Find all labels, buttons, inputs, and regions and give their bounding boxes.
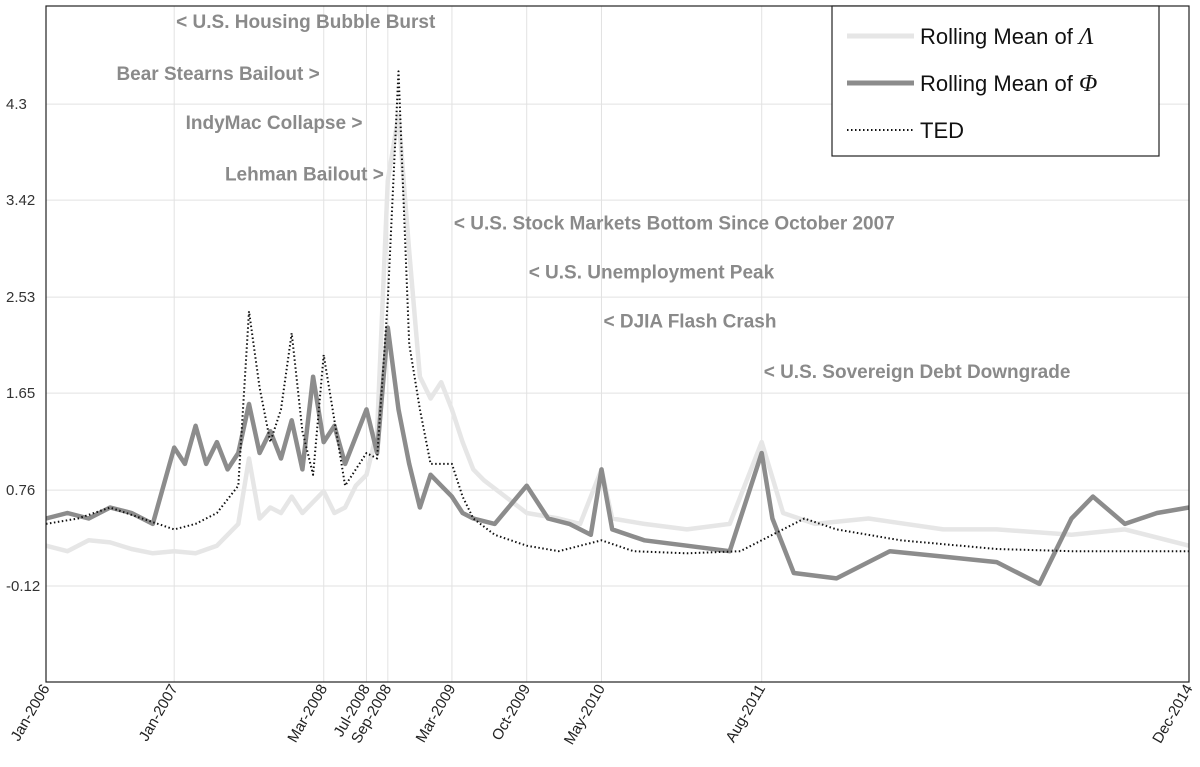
series-line-2 — [45, 70, 1189, 555]
y-tick-label: 3.42 — [6, 192, 35, 209]
series-line-0 — [45, 112, 1190, 556]
x-tick-label: Dec-2014 — [1149, 682, 1196, 747]
y-axis: -0.12 0.76 1.65 2.53 3.42 4.3 — [6, 96, 40, 595]
y-tick-label: 4.3 — [6, 96, 27, 113]
event-annotation: IndyMac Collapse > — [186, 113, 363, 134]
x-tick-label: Oct-2009 — [489, 682, 535, 744]
x-tick-label: Jan-2007 — [136, 682, 182, 745]
legend-label-0: Rolling Mean of Λ — [920, 24, 1094, 50]
legend-label-1: Rolling Mean of Φ — [920, 71, 1097, 97]
event-annotation: Bear Stearns Bailout > — [116, 64, 319, 85]
y-tick-label: 2.53 — [6, 289, 35, 306]
grid — [45, 6, 1190, 682]
y-tick-label: -0.12 — [6, 578, 40, 595]
event-annotation: < U.S. Housing Bubble Burst — [176, 12, 436, 33]
x-tick-label: May-2010 — [561, 682, 609, 748]
event-annotation: < U.S. Unemployment Peak — [529, 263, 775, 284]
event-annotation: < DJIA Flash Crash — [603, 312, 776, 333]
plot-frame — [45, 5, 1190, 683]
x-axis: Jan-2006 Jan-2007 Mar-2008 Jul-2008Sep-2008… — [7, 682, 1196, 748]
event-annotation: Lehman Bailout > — [225, 164, 384, 185]
legend: Rolling Mean of Λ Rolling Mean of Φ TED — [831, 5, 1160, 157]
y-tick-label: 1.65 — [6, 385, 35, 402]
x-tick-label: Jan-2006 — [7, 682, 53, 745]
event-annotations: < U.S. Housing Bubble Burst Bear Stearns … — [116, 12, 1070, 383]
x-tick-label: Aug-2011 — [722, 682, 769, 746]
x-tick-label: Mar-2008 — [284, 682, 331, 746]
event-annotation: < U.S. Stock Markets Bottom Since Octobe… — [454, 214, 895, 235]
series-layer — [45, 70, 1190, 587]
y-tick-label: 0.76 — [6, 482, 35, 499]
event-annotation: < U.S. Sovereign Debt Downgrade — [764, 362, 1071, 383]
series-line-1 — [45, 325, 1190, 587]
legend-label-2: TED — [920, 118, 964, 143]
x-tick-label: Mar-2009 — [413, 682, 460, 746]
